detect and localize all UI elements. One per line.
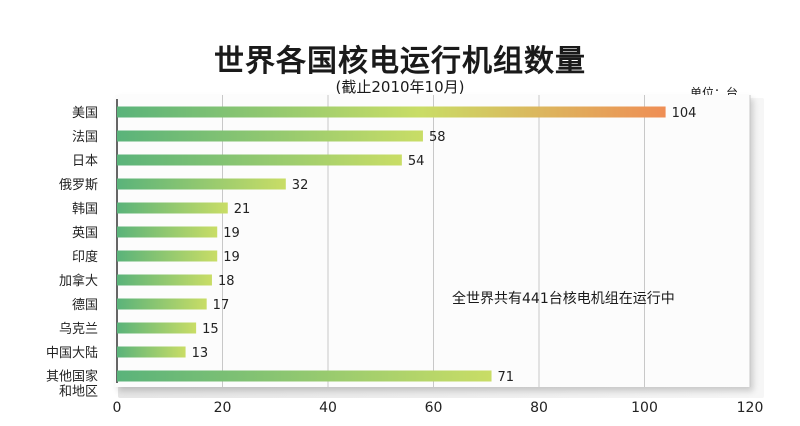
data-label: 58 <box>429 130 446 145</box>
bar <box>117 202 228 214</box>
category-label: 法国 <box>72 130 98 145</box>
bar <box>117 226 218 238</box>
category-label: 美国 <box>72 106 98 121</box>
category-label: 其他国家和地区 <box>46 369 98 400</box>
bar <box>117 154 402 166</box>
bar <box>117 130 423 142</box>
data-label: 71 <box>498 370 515 385</box>
data-label: 19 <box>223 226 240 241</box>
x-tick-label: 20 <box>214 400 232 416</box>
bar <box>117 106 666 118</box>
x-tick-label: 80 <box>530 400 548 416</box>
bar <box>117 298 207 310</box>
category-label: 德国 <box>72 298 98 313</box>
category-label: 中国大陆 <box>46 345 98 361</box>
data-label: 21 <box>234 202 251 217</box>
x-tick-label: 60 <box>425 400 443 416</box>
category-label: 印度 <box>72 249 98 265</box>
chart-subtitle: (截止2010年10月) <box>335 78 465 96</box>
category-label: 韩国 <box>72 202 98 217</box>
chart-title: 世界各国核电运行机组数量 <box>214 44 586 79</box>
x-tick-label: 100 <box>631 400 658 416</box>
bar <box>117 274 212 286</box>
data-label: 15 <box>202 322 219 337</box>
data-label: 32 <box>292 178 309 193</box>
x-tick-label: 0 <box>113 400 122 416</box>
total-annotation: 全世界共有441台核电机组在运行中 <box>452 291 675 307</box>
data-label: 54 <box>408 154 425 169</box>
x-tick-label: 40 <box>319 400 337 416</box>
data-label: 13 <box>192 346 209 361</box>
category-label: 俄罗斯 <box>59 178 98 193</box>
category-label: 英国 <box>72 226 98 241</box>
bar <box>117 322 197 334</box>
bar <box>117 370 492 382</box>
category-label: 加拿大 <box>59 273 98 289</box>
data-label: 104 <box>672 106 697 121</box>
category-label: 日本 <box>72 154 98 169</box>
data-label: 18 <box>218 274 235 289</box>
data-label: 17 <box>213 298 230 313</box>
bar <box>117 178 286 190</box>
x-tick-label: 120 <box>737 400 764 416</box>
bar <box>117 346 186 358</box>
bar <box>117 250 218 262</box>
category-label: 乌克兰 <box>59 321 98 337</box>
data-label: 19 <box>223 250 240 265</box>
